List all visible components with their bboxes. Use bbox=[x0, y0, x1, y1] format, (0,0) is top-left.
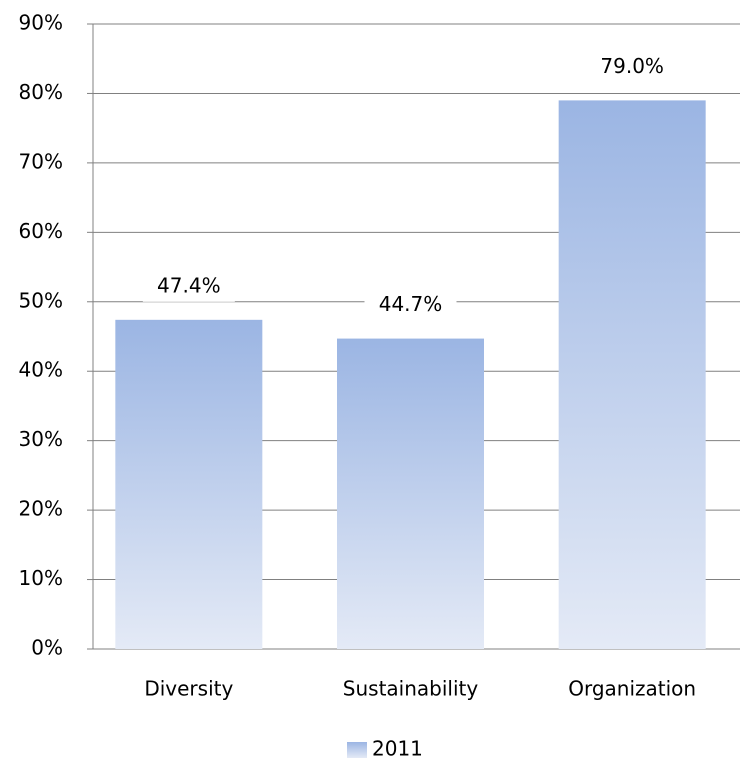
x-tick-label: Diversity bbox=[144, 677, 233, 701]
y-tick-label: 10% bbox=[19, 566, 63, 590]
y-tick-label: 0% bbox=[31, 636, 63, 660]
bar bbox=[337, 338, 484, 649]
y-tick-label: 20% bbox=[19, 497, 63, 521]
y-tick-label: 60% bbox=[19, 219, 63, 243]
y-tick-label: 40% bbox=[19, 358, 63, 382]
x-tick-label: Sustainability bbox=[343, 677, 479, 701]
x-tick-label: Organization bbox=[568, 677, 696, 701]
data-label-bg bbox=[142, 271, 235, 302]
data-label: 47.4% bbox=[157, 273, 221, 297]
labels: 0% 10% 20% 30% 40% 50% 60% 70% 80% 90% Diversity 47… bbox=[19, 11, 697, 761]
bars bbox=[115, 100, 706, 649]
y-tick-label: 70% bbox=[19, 149, 63, 173]
data-label-bg bbox=[586, 52, 679, 83]
y-tick-label: 50% bbox=[19, 288, 63, 312]
data-label: 44.7% bbox=[379, 292, 443, 316]
legend-swatch bbox=[347, 742, 367, 758]
data-label: 79.0% bbox=[600, 54, 664, 78]
data-label-bg bbox=[364, 290, 457, 321]
bar bbox=[115, 319, 263, 649]
y-tick-label: 80% bbox=[19, 80, 63, 104]
y-tick-label: 90% bbox=[19, 11, 63, 35]
legend-label: 2011 bbox=[372, 737, 423, 761]
bar bbox=[558, 100, 706, 649]
y-tick-label: 30% bbox=[19, 427, 63, 451]
